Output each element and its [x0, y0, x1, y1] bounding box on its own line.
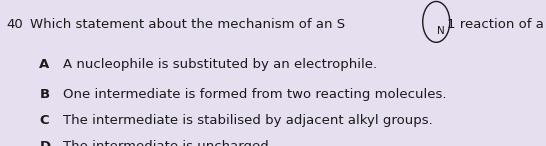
Text: C: C	[39, 114, 49, 127]
Text: One intermediate is formed from two reacting molecules.: One intermediate is formed from two reac…	[63, 88, 446, 101]
Text: A nucleophile is substituted by an electrophile.: A nucleophile is substituted by an elect…	[63, 58, 377, 71]
Text: Which statement about the mechanism of an S: Which statement about the mechanism of a…	[30, 18, 345, 31]
Text: N: N	[437, 26, 444, 35]
Text: B: B	[39, 88, 50, 101]
Text: 1 reaction of a halogenoalkane is correct?: 1 reaction of a halogenoalkane is correc…	[447, 18, 546, 31]
Text: A: A	[39, 58, 50, 71]
Text: D: D	[39, 140, 50, 146]
Text: The intermediate is uncharged.: The intermediate is uncharged.	[63, 140, 272, 146]
Text: The intermediate is stabilised by adjacent alkyl groups.: The intermediate is stabilised by adjace…	[63, 114, 432, 127]
Text: 40: 40	[7, 18, 23, 31]
